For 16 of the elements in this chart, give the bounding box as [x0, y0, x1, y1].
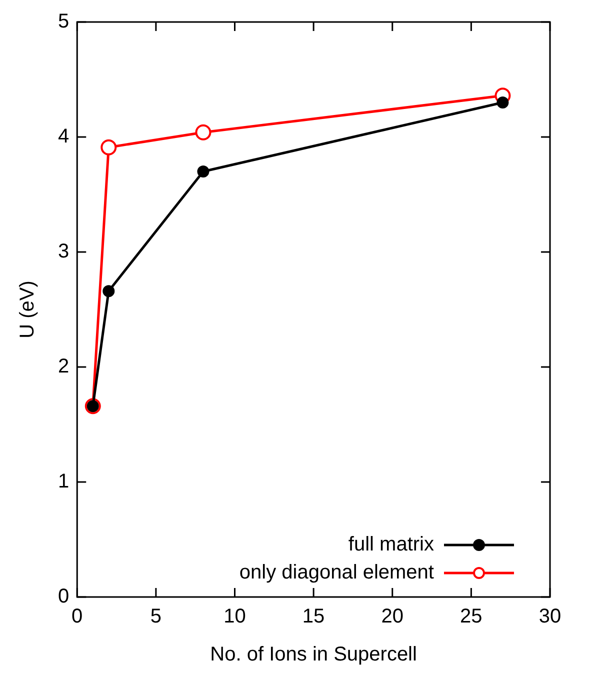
x-tick-label: 25	[460, 606, 482, 628]
y-tick-label: 1	[58, 470, 70, 493]
y-tick-label: 2	[58, 356, 70, 378]
legend-label: only diagonal element	[239, 562, 434, 584]
y-axis-title: U (eV)	[16, 280, 39, 338]
legend-label: full matrix	[348, 534, 434, 556]
x-tick-label: 5	[150, 606, 162, 628]
x-tick-label: 20	[381, 606, 404, 628]
x-tick-label: 30	[538, 606, 562, 628]
x-axis-title: No. of Ions in Supercell	[210, 644, 417, 666]
x-tick-label: 10	[224, 606, 246, 628]
x-tick-label: 15	[302, 606, 325, 628]
y-tick-label: 5	[58, 10, 70, 33]
y-tick-label: 4	[58, 126, 70, 148]
y-tick-label: 3	[58, 240, 70, 263]
y-tick-label: 0	[58, 586, 70, 608]
